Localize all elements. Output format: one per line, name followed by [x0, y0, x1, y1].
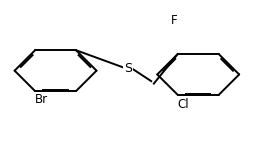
Text: S: S	[124, 62, 132, 75]
Text: Cl: Cl	[177, 97, 189, 111]
Text: Br: Br	[35, 93, 48, 106]
Text: F: F	[171, 14, 178, 27]
